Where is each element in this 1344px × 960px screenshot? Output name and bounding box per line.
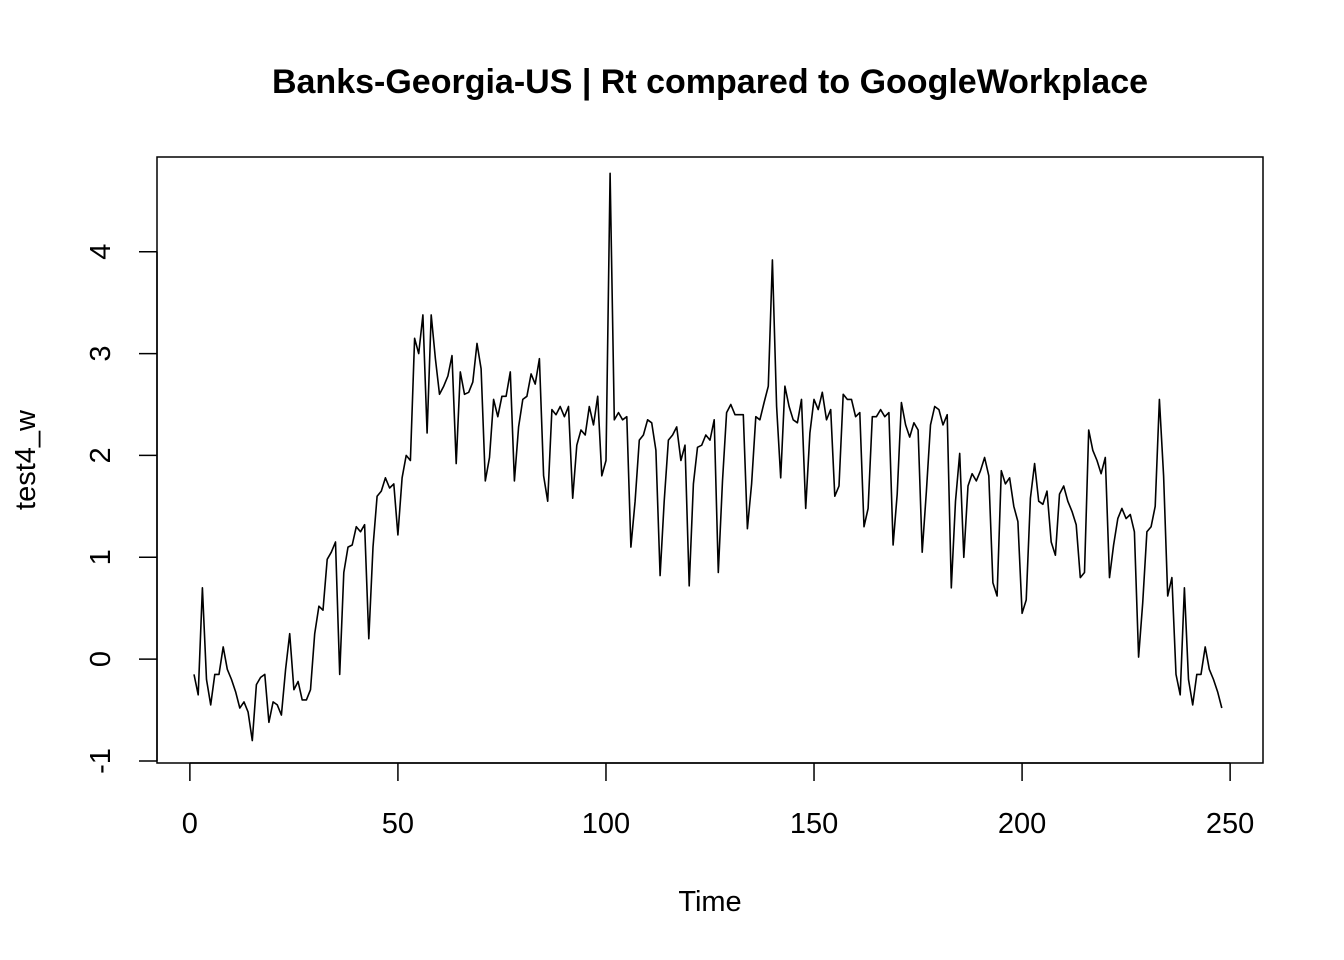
y-tick-label: 3 — [85, 345, 117, 361]
y-tick-label: -1 — [85, 748, 117, 774]
x-tick-label: 150 — [790, 808, 838, 840]
chart-title: Banks-Georgia-US | Rt compared to Google… — [272, 63, 1148, 101]
series-line — [193, 172, 1223, 742]
x-axis-label: Time — [678, 886, 741, 918]
series-layer — [193, 172, 1223, 742]
x-tick-label: 100 — [582, 808, 630, 840]
y-tick-label: 2 — [85, 447, 117, 463]
x-axis: 0 50 100 150 200 250 — [182, 762, 1254, 840]
y-tick-label: 0 — [85, 651, 117, 667]
x-tick-label: 250 — [1206, 808, 1254, 840]
x-tick-label: 0 — [182, 808, 198, 840]
y-axis: -1 0 1 2 3 4 — [85, 244, 158, 774]
y-tick-label: 4 — [85, 244, 117, 260]
x-tick-label: 200 — [998, 808, 1046, 840]
x-tick-label: 50 — [382, 808, 414, 840]
y-axis-label: test4_w — [10, 409, 42, 510]
y-tick-label: 1 — [85, 549, 117, 565]
